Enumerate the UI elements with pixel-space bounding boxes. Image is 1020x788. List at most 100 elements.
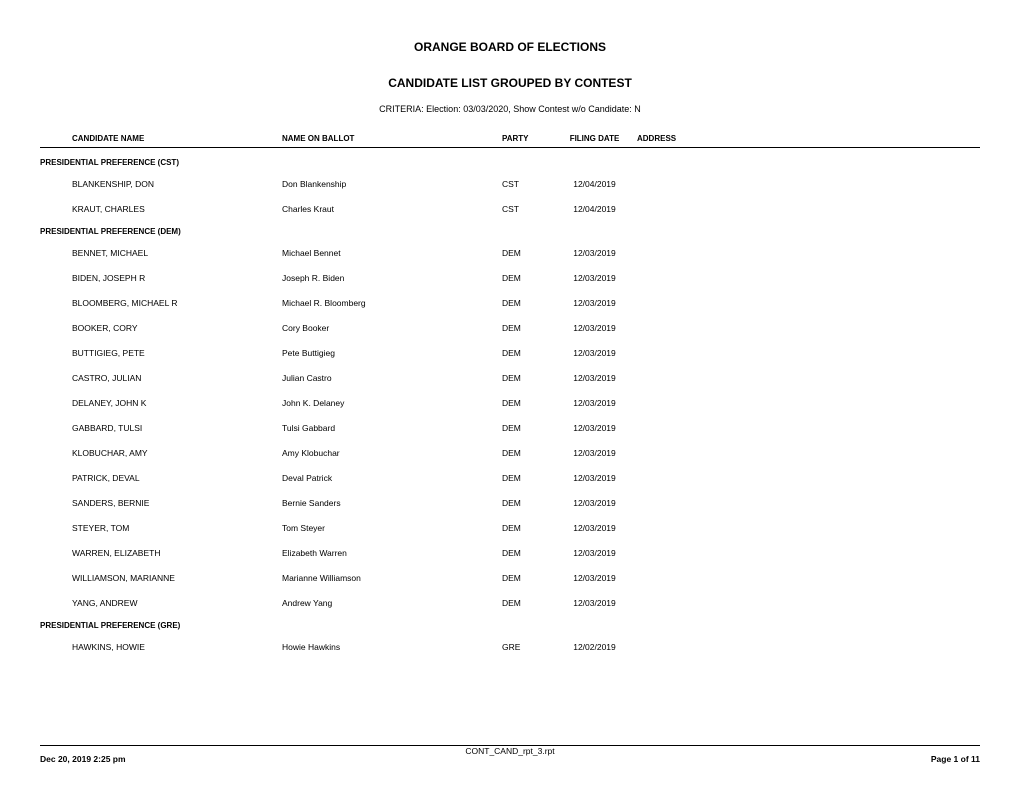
party: CST [502, 179, 552, 189]
address [637, 273, 737, 283]
address [637, 179, 737, 189]
candidate-row: BLOOMBERG, MICHAEL RMichael R. Bloomberg… [40, 296, 980, 308]
address [637, 204, 737, 214]
col-spacer [40, 134, 72, 143]
ballot-name: Don Blankenship [282, 179, 502, 189]
filing-date: 12/03/2019 [552, 573, 637, 583]
filing-date: 12/03/2019 [552, 598, 637, 608]
column-header-row: CANDIDATE NAME NAME ON BALLOT PARTY FILI… [40, 134, 980, 148]
candidate-row: KRAUT, CHARLESCharles KrautCST12/04/2019 [40, 202, 980, 214]
party: DEM [502, 448, 552, 458]
address [637, 548, 737, 558]
candidate-name: HAWKINS, HOWIE [72, 642, 282, 652]
row-indent [40, 348, 72, 358]
address [637, 373, 737, 383]
criteria-text: CRITERIA: Election: 03/03/2020, Show Con… [40, 104, 980, 114]
row-indent [40, 248, 72, 258]
address [637, 473, 737, 483]
filing-date: 12/03/2019 [552, 473, 637, 483]
ballot-name: Amy Klobuchar [282, 448, 502, 458]
candidate-row: BIDEN, JOSEPH RJoseph R. BidenDEM12/03/2… [40, 271, 980, 283]
address [637, 523, 737, 533]
party: DEM [502, 373, 552, 383]
party: DEM [502, 398, 552, 408]
row-indent [40, 523, 72, 533]
footer-report-name: CONT_CAND_rpt_3.rpt [465, 746, 554, 756]
filing-date: 12/03/2019 [552, 248, 637, 258]
party: DEM [502, 523, 552, 533]
row-indent [40, 423, 72, 433]
ballot-name: Cory Booker [282, 323, 502, 333]
address [637, 598, 737, 608]
address [637, 348, 737, 358]
candidate-name: BOOKER, CORY [72, 323, 282, 333]
ballot-name: Joseph R. Biden [282, 273, 502, 283]
party: DEM [502, 573, 552, 583]
party: CST [502, 204, 552, 214]
filing-date: 12/03/2019 [552, 548, 637, 558]
ballot-name: Julian Castro [282, 373, 502, 383]
candidate-row: YANG, ANDREWAndrew YangDEM12/03/2019 [40, 596, 980, 608]
party: DEM [502, 598, 552, 608]
col-header-candidate: CANDIDATE NAME [72, 134, 282, 143]
address [637, 448, 737, 458]
page-subtitle: CANDIDATE LIST GROUPED BY CONTEST [40, 76, 980, 90]
row-indent [40, 573, 72, 583]
row-indent [40, 373, 72, 383]
row-indent [40, 498, 72, 508]
party: GRE [502, 642, 552, 652]
filing-date: 12/03/2019 [552, 348, 637, 358]
row-indent [40, 323, 72, 333]
party: DEM [502, 348, 552, 358]
footer-timestamp: Dec 20, 2019 2:25 pm [40, 754, 126, 764]
report-page: ORANGE BOARD OF ELECTIONS CANDIDATE LIST… [0, 0, 1020, 652]
address [637, 642, 737, 652]
address [637, 398, 737, 408]
contest-name: PRESIDENTIAL PREFERENCE (GRE) [40, 621, 980, 630]
candidate-name: KRAUT, CHARLES [72, 204, 282, 214]
ballot-name: Pete Buttigieg [282, 348, 502, 358]
ballot-name: Tulsi Gabbard [282, 423, 502, 433]
candidate-row: STEYER, TOMTom SteyerDEM12/03/2019 [40, 521, 980, 533]
filing-date: 12/03/2019 [552, 273, 637, 283]
candidate-row: WILLIAMSON, MARIANNEMarianne WilliamsonD… [40, 571, 980, 583]
contest-name: PRESIDENTIAL PREFERENCE (CST) [40, 158, 980, 167]
col-header-party: PARTY [502, 134, 552, 143]
ballot-name: Andrew Yang [282, 598, 502, 608]
candidate-name: STEYER, TOM [72, 523, 282, 533]
candidate-name: BUTTIGIEG, PETE [72, 348, 282, 358]
party: DEM [502, 323, 552, 333]
ballot-name: John K. Delaney [282, 398, 502, 408]
candidate-name: GABBARD, TULSI [72, 423, 282, 433]
filing-date: 12/03/2019 [552, 448, 637, 458]
row-indent [40, 398, 72, 408]
ballot-name: Michael R. Bloomberg [282, 298, 502, 308]
address [637, 423, 737, 433]
party: DEM [502, 248, 552, 258]
candidate-name: KLOBUCHAR, AMY [72, 448, 282, 458]
address [637, 298, 737, 308]
filing-date: 12/04/2019 [552, 204, 637, 214]
address [637, 498, 737, 508]
ballot-name: Howie Hawkins [282, 642, 502, 652]
candidate-name: BLOOMBERG, MICHAEL R [72, 298, 282, 308]
party: DEM [502, 473, 552, 483]
filing-date: 12/04/2019 [552, 179, 637, 189]
candidate-name: BIDEN, JOSEPH R [72, 273, 282, 283]
candidate-name: SANDERS, BERNIE [72, 498, 282, 508]
ballot-name: Michael Bennet [282, 248, 502, 258]
candidate-name: PATRICK, DEVAL [72, 473, 282, 483]
row-indent [40, 642, 72, 652]
candidate-name: BENNET, MICHAEL [72, 248, 282, 258]
filing-date: 12/03/2019 [552, 423, 637, 433]
col-header-address: ADDRESS [637, 134, 737, 143]
party: DEM [502, 423, 552, 433]
candidate-row: BLANKENSHIP, DONDon BlankenshipCST12/04/… [40, 177, 980, 189]
candidate-row: BUTTIGIEG, PETEPete ButtigiegDEM12/03/20… [40, 346, 980, 358]
filing-date: 12/03/2019 [552, 373, 637, 383]
address [637, 248, 737, 258]
party: DEM [502, 548, 552, 558]
ballot-name: Charles Kraut [282, 204, 502, 214]
candidate-row: WARREN, ELIZABETHElizabeth WarrenDEM12/0… [40, 546, 980, 558]
contest-name: PRESIDENTIAL PREFERENCE (DEM) [40, 227, 980, 236]
